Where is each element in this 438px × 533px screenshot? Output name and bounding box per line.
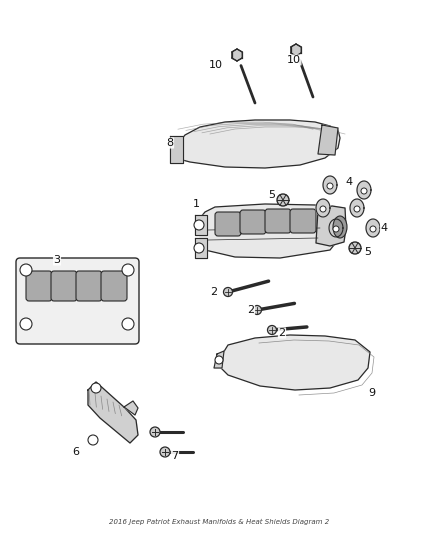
Ellipse shape [333, 216, 347, 238]
Circle shape [215, 356, 223, 364]
Polygon shape [329, 219, 343, 237]
Text: 2: 2 [247, 305, 254, 315]
Polygon shape [195, 215, 207, 235]
FancyBboxPatch shape [51, 271, 77, 301]
Text: 3: 3 [53, 255, 60, 265]
Text: 2: 2 [279, 328, 286, 338]
Text: 2016 Jeep Patriot Exhaust Manifolds & Heat Shields Diagram 2: 2016 Jeep Patriot Exhaust Manifolds & He… [109, 519, 329, 525]
Text: 9: 9 [368, 388, 375, 398]
Polygon shape [357, 181, 371, 199]
Circle shape [20, 264, 32, 276]
Circle shape [122, 318, 134, 330]
FancyBboxPatch shape [240, 210, 266, 234]
Circle shape [150, 427, 160, 437]
Text: 4: 4 [381, 223, 388, 233]
Text: 10: 10 [209, 60, 223, 70]
Circle shape [88, 435, 98, 445]
Polygon shape [218, 335, 370, 390]
Circle shape [20, 318, 32, 330]
Text: 8: 8 [166, 138, 173, 148]
Polygon shape [291, 44, 301, 56]
Polygon shape [316, 199, 330, 217]
FancyBboxPatch shape [101, 271, 127, 301]
Polygon shape [366, 219, 380, 237]
FancyBboxPatch shape [290, 209, 316, 233]
Circle shape [122, 264, 134, 276]
Polygon shape [170, 136, 183, 163]
Circle shape [327, 183, 333, 189]
Polygon shape [124, 401, 138, 415]
Circle shape [320, 206, 326, 212]
FancyBboxPatch shape [26, 271, 52, 301]
Circle shape [333, 226, 339, 232]
Circle shape [194, 243, 204, 253]
FancyBboxPatch shape [16, 258, 139, 344]
Text: 6: 6 [73, 447, 80, 457]
Text: 10: 10 [287, 55, 301, 65]
Text: 5: 5 [268, 190, 276, 200]
Circle shape [349, 242, 361, 254]
Circle shape [252, 305, 261, 314]
Text: 4: 4 [346, 177, 353, 187]
Text: 5: 5 [364, 247, 371, 257]
Polygon shape [323, 176, 337, 194]
Polygon shape [316, 206, 346, 246]
Circle shape [370, 226, 376, 232]
Polygon shape [172, 120, 340, 168]
Circle shape [354, 206, 360, 212]
Polygon shape [195, 238, 207, 258]
Polygon shape [232, 49, 242, 61]
Circle shape [160, 447, 170, 457]
Polygon shape [318, 125, 338, 155]
Circle shape [223, 287, 233, 296]
Circle shape [91, 383, 101, 393]
Text: 7: 7 [171, 451, 179, 461]
Text: 1: 1 [192, 199, 199, 209]
Circle shape [194, 220, 204, 230]
Circle shape [277, 194, 289, 206]
FancyBboxPatch shape [265, 209, 291, 233]
FancyBboxPatch shape [215, 212, 241, 236]
Polygon shape [200, 204, 345, 258]
Text: 2: 2 [210, 287, 218, 297]
Polygon shape [214, 351, 224, 368]
Polygon shape [350, 199, 364, 217]
FancyBboxPatch shape [76, 271, 102, 301]
Polygon shape [88, 382, 138, 443]
Circle shape [268, 326, 276, 335]
Circle shape [361, 188, 367, 194]
